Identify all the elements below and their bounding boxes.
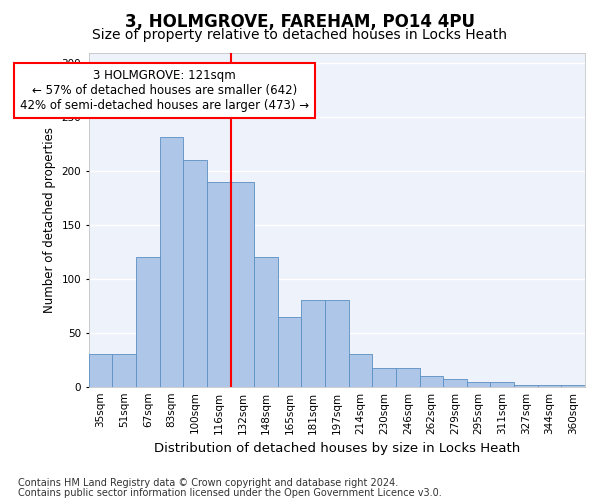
Bar	[89, 354, 112, 386]
Bar	[562, 384, 585, 386]
X-axis label: Distribution of detached houses by size in Locks Heath: Distribution of detached houses by size …	[154, 442, 520, 455]
Bar	[514, 384, 538, 386]
Text: 3 HOLMGROVE: 121sqm
← 57% of detached houses are smaller (642)
42% of semi-detac: 3 HOLMGROVE: 121sqm ← 57% of detached ho…	[20, 68, 309, 112]
Bar	[443, 379, 467, 386]
Y-axis label: Number of detached properties: Number of detached properties	[43, 126, 56, 312]
Text: Contains public sector information licensed under the Open Government Licence v3: Contains public sector information licen…	[18, 488, 442, 498]
Bar	[278, 316, 301, 386]
Bar	[467, 382, 490, 386]
Bar	[136, 258, 160, 386]
Bar	[207, 182, 230, 386]
Bar	[230, 182, 254, 386]
Bar	[112, 354, 136, 386]
Text: Size of property relative to detached houses in Locks Heath: Size of property relative to detached ho…	[92, 28, 508, 42]
Bar	[419, 376, 443, 386]
Bar	[490, 382, 514, 386]
Bar	[325, 300, 349, 386]
Bar	[349, 354, 373, 386]
Bar	[396, 368, 419, 386]
Bar	[373, 368, 396, 386]
Bar	[254, 258, 278, 386]
Text: Contains HM Land Registry data © Crown copyright and database right 2024.: Contains HM Land Registry data © Crown c…	[18, 478, 398, 488]
Text: 3, HOLMGROVE, FAREHAM, PO14 4PU: 3, HOLMGROVE, FAREHAM, PO14 4PU	[125, 12, 475, 30]
Bar	[160, 136, 183, 386]
Bar	[538, 384, 562, 386]
Bar	[183, 160, 207, 386]
Bar	[301, 300, 325, 386]
